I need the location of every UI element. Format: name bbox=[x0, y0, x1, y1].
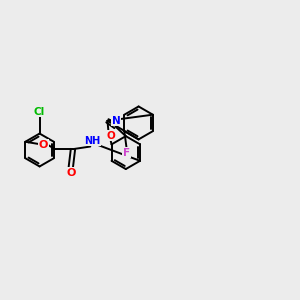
Text: O: O bbox=[39, 140, 48, 150]
Text: Cl: Cl bbox=[34, 107, 45, 117]
Text: NH: NH bbox=[84, 136, 101, 146]
Text: O: O bbox=[66, 167, 76, 178]
Text: F: F bbox=[123, 148, 130, 158]
Text: N: N bbox=[112, 116, 120, 126]
Text: O: O bbox=[106, 131, 115, 141]
